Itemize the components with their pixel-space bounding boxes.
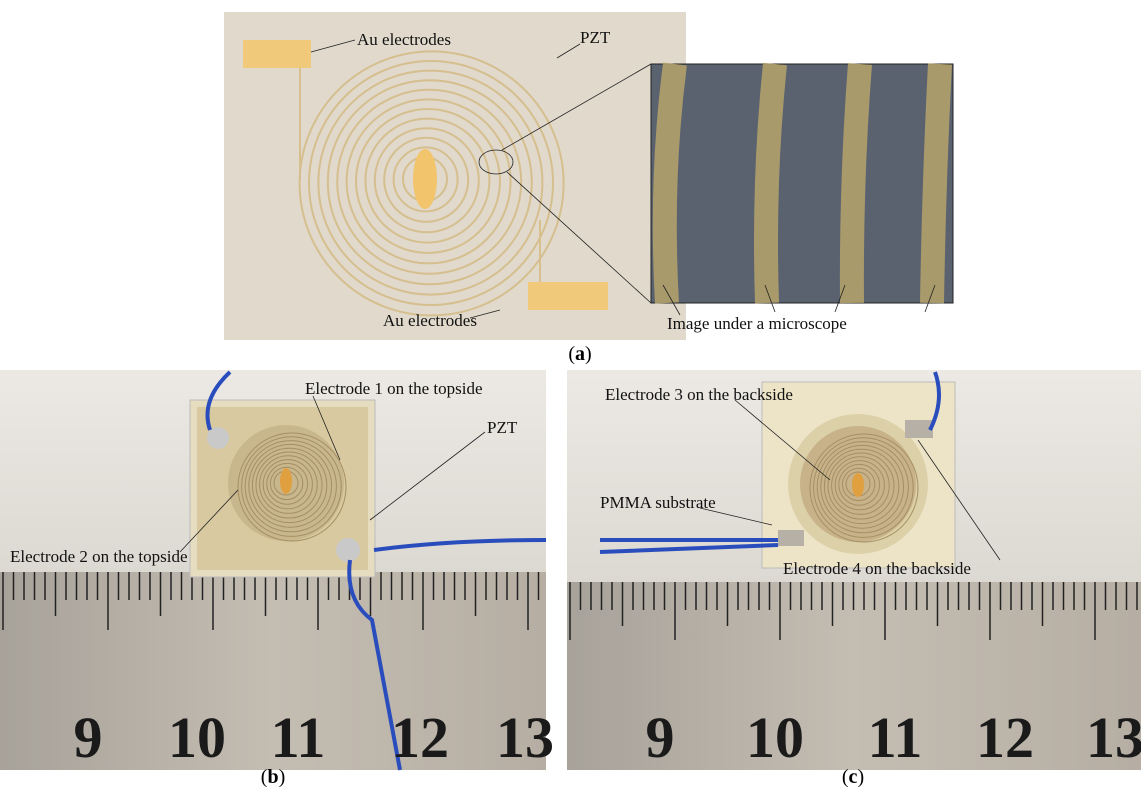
caption: (c): [842, 766, 864, 787]
panel-b: Electrode 1 on the topside PZT Electrode…: [0, 370, 554, 787]
label: PMMA substrate: [600, 493, 716, 512]
label: Electrode 4 on the backside: [783, 559, 971, 578]
ruler-number: 9: [646, 705, 675, 770]
label: PZT: [487, 418, 518, 437]
label: Au electrodes: [383, 311, 477, 330]
caption: (a): [568, 343, 591, 365]
ruler-number: 11: [271, 705, 326, 770]
gold-line: [932, 64, 940, 303]
gold-line: [665, 64, 675, 303]
label: Electrode 2 on the topside: [10, 547, 188, 566]
caption: (b): [261, 766, 285, 787]
label: Electrode 1 on the topside: [305, 379, 483, 398]
label: PZT: [580, 28, 611, 47]
ruler-number: 9: [74, 705, 103, 770]
ruler-number: 13: [496, 705, 554, 770]
gold-line: [852, 64, 860, 303]
ruler-number: 12: [391, 705, 449, 770]
electrode: [243, 40, 311, 68]
label: Au electrodes: [357, 30, 451, 49]
panel-a: Au electrodes PZT Au electrodes Image un…: [224, 12, 953, 365]
label: Electrode 3 on the backside: [605, 385, 793, 404]
figure: Au electrodes PZT Au electrodes Image un…: [0, 0, 1141, 787]
ruler-number: 10: [746, 705, 804, 770]
electrode: [528, 282, 608, 310]
ruler-number: 11: [868, 705, 923, 770]
ruler-number: 10: [168, 705, 226, 770]
gold-line: [766, 64, 775, 303]
ruler-number: 12: [976, 705, 1034, 770]
microscope-inset: [651, 64, 953, 303]
label: Image under a microscope: [667, 314, 847, 333]
panel-c: Electrode 3 on the backside PMMA substra…: [567, 370, 1141, 787]
ruler-number: 13: [1086, 705, 1141, 770]
